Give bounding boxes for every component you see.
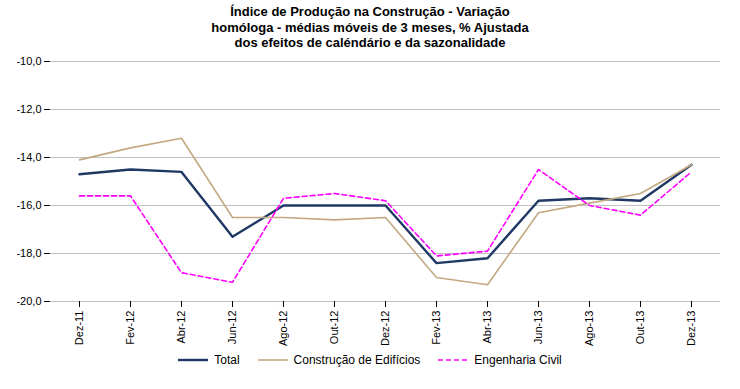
svg-text:Dez-12: Dez-12 <box>379 310 391 345</box>
svg-text:-18,0: -18,0 <box>16 247 41 259</box>
svg-text:Out-13: Out-13 <box>634 310 646 344</box>
svg-text:Jun-12: Jun-12 <box>226 310 238 344</box>
svg-text:Out-12: Out-12 <box>328 310 340 344</box>
svg-text:-20,0: -20,0 <box>16 295 41 307</box>
svg-text:Abr-13: Abr-13 <box>481 310 493 343</box>
html-text:Construção de Edifícios: Construção de Edifícios <box>293 352 421 367</box>
svg-text:Fev-13: Fev-13 <box>430 310 442 344</box>
svg-text:-14,0: -14,0 <box>16 151 41 163</box>
svg-text:Ago-12: Ago-12 <box>277 310 289 345</box>
svg-text:-10,0: -10,0 <box>16 55 41 67</box>
svg-text:Jun-13: Jun-13 <box>532 310 544 344</box>
svg-text:Fev-12: Fev-12 <box>124 310 136 344</box>
html-text:Total: Total <box>214 352 240 367</box>
svg-text:Dez-13: Dez-13 <box>685 310 697 345</box>
html-text:Engenharia Civil: Engenharia Civil <box>474 352 562 367</box>
html-text:Índice de Produção na Construç: Índice de Produção na Construção - Varia… <box>211 4 529 51</box>
svg-text:Dez-11: Dez-11 <box>73 310 85 345</box>
svg-text:Ago-13: Ago-13 <box>583 310 595 345</box>
svg-text:-16,0: -16,0 <box>16 199 41 211</box>
svg-text:Abr-12: Abr-12 <box>175 310 187 343</box>
svg-text:-12,0: -12,0 <box>16 103 41 115</box>
